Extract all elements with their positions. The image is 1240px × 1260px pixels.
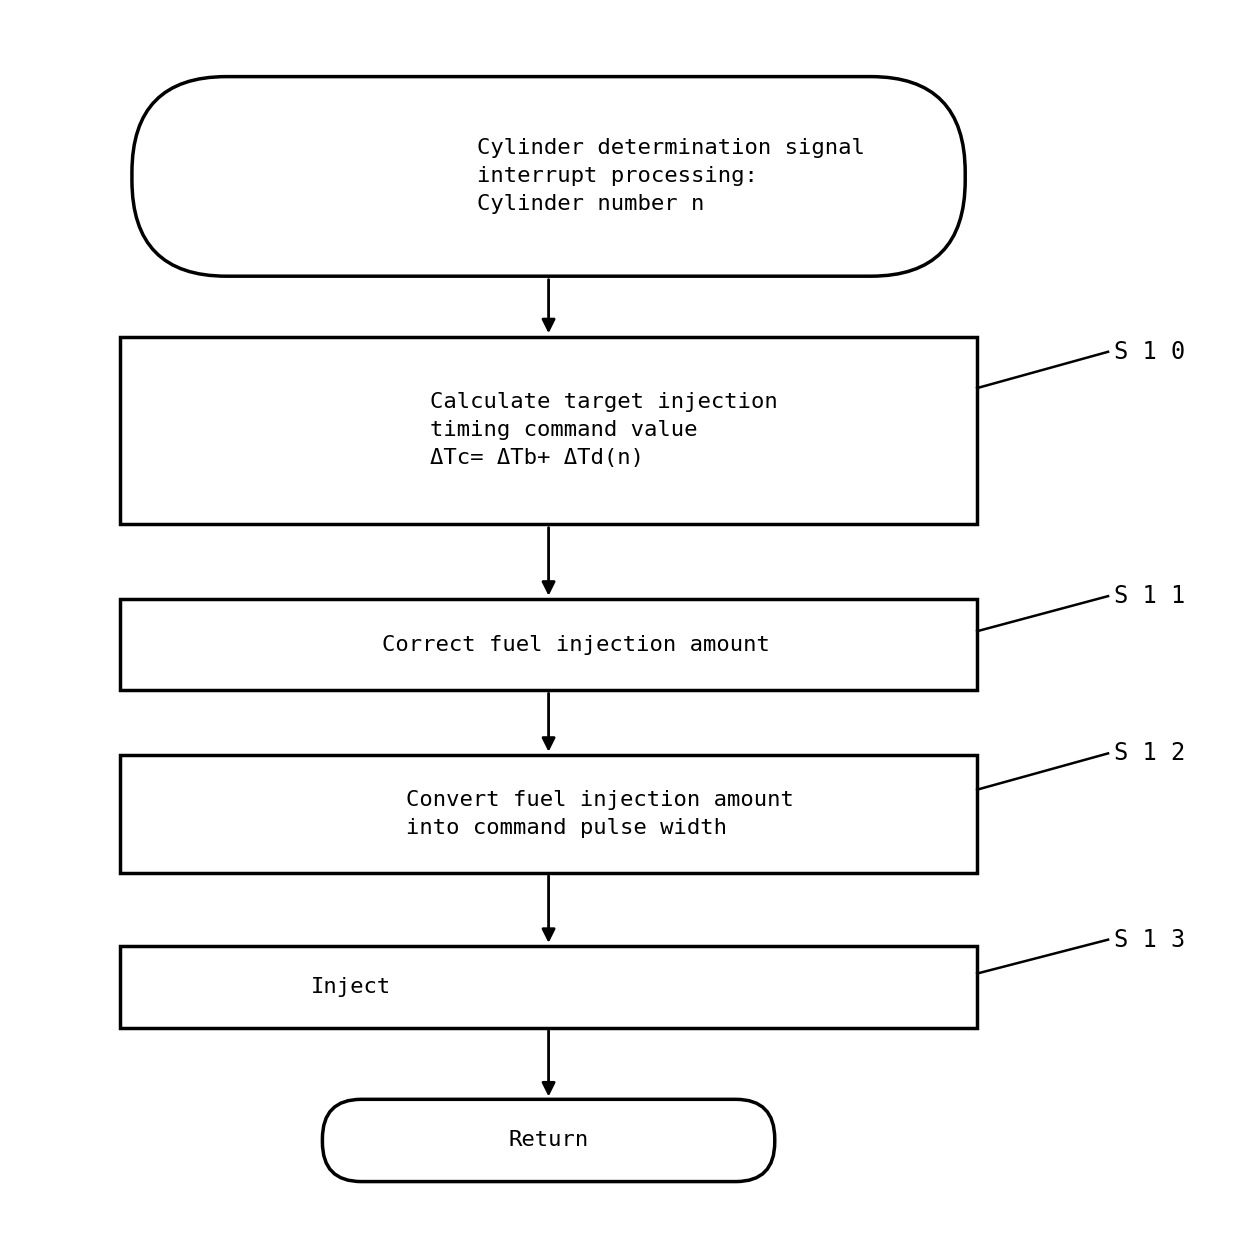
Bar [120, 336, 977, 524]
Text: S 1 2: S 1 2 [1114, 741, 1185, 765]
Text: Calculate target injection
timing command value
ΔTc= ΔTb+ ΔTd(n): Calculate target injection timing comman… [429, 392, 777, 469]
FancyBboxPatch shape [131, 77, 965, 276]
Text: S 1 0: S 1 0 [1114, 340, 1185, 364]
Text: Cylinder determination signal
interrupt processing:
Cylinder number n: Cylinder determination signal interrupt … [477, 139, 866, 214]
Text: Correct fuel injection amount: Correct fuel injection amount [382, 635, 770, 654]
Bar [120, 755, 977, 873]
Text: Inject: Inject [310, 976, 391, 997]
Text: S 1 1: S 1 1 [1114, 585, 1185, 609]
Text: Convert fuel injection amount
into command pulse width: Convert fuel injection amount into comma… [405, 790, 794, 838]
FancyBboxPatch shape [322, 1099, 775, 1182]
Bar [120, 946, 977, 1028]
Text: S 1 3: S 1 3 [1114, 927, 1185, 951]
Text: Return: Return [508, 1130, 589, 1150]
Bar [120, 600, 977, 690]
